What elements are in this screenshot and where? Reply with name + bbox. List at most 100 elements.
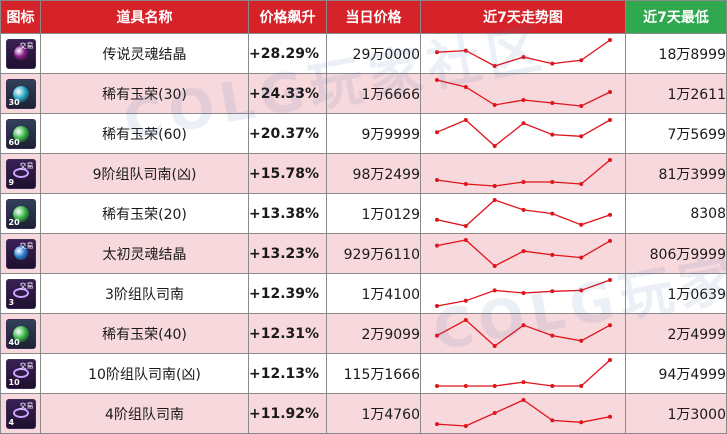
current-price: 2万9099 [326, 313, 421, 354]
seven-day-low: 806万9999 [625, 233, 727, 274]
trend-point [521, 380, 526, 385]
table-row: 交易 太初灵魂结晶 +13.23% 929万6110 806万9999 [0, 233, 727, 274]
icon-art [12, 287, 29, 298]
item-name: 稀有玉荣(40) [40, 313, 249, 354]
item-name: 稀有玉荣(20) [40, 193, 249, 234]
compass-icon: 10 交易 [5, 358, 36, 389]
icon-art [12, 205, 29, 222]
trend-point [608, 158, 612, 162]
price-rise: +24.33% [248, 73, 327, 114]
trend-point [521, 249, 526, 254]
trend-point [550, 418, 555, 423]
header-rise: 价格飙升 [248, 0, 327, 34]
trend-sparkline [435, 198, 612, 228]
header-low: 近7天最低 [625, 0, 727, 34]
trend-point [435, 333, 439, 338]
trend-point [435, 50, 439, 55]
trend-point [608, 238, 612, 243]
trend-point [521, 55, 526, 60]
price-rise: +28.29% [248, 33, 327, 74]
item-icon-cell: 9 交易 [0, 153, 41, 194]
icon-art [12, 407, 29, 418]
trend-point [492, 384, 497, 388]
trend-point [492, 198, 497, 202]
trend-point [492, 344, 497, 348]
header-trend: 近7天走势图 [420, 0, 626, 34]
trend-point [521, 121, 526, 126]
header-row: 图标 道具名称 价格飙升 当日价格 近7天走势图 近7天最低 [0, 0, 727, 34]
price-rise: +12.31% [248, 313, 327, 354]
trend-point [550, 333, 555, 338]
trend-point [521, 207, 526, 212]
trend-sparkline [435, 38, 612, 68]
trend-point [521, 291, 526, 295]
item-name: 太初灵魂结晶 [40, 233, 249, 274]
trend-point [463, 85, 468, 89]
item-name: 10阶组队司南(凶) [40, 353, 249, 394]
table-row: 30 稀有玉荣(30) +24.33% 1万6666 1万2611 [0, 73, 727, 114]
icon-number: 40 [8, 337, 20, 347]
trend-sparkline [435, 398, 612, 428]
trend-line [436, 39, 611, 67]
item-icon-cell: 交易 [0, 33, 41, 74]
soul-crystal-icon: 交易 [5, 238, 36, 269]
trend-point [492, 103, 497, 107]
trend-point [463, 298, 468, 303]
table-row: 60 稀有玉荣(60) +20.37% 9万9999 7万5699 [0, 113, 727, 154]
trend-sparkline [435, 358, 612, 388]
trend-point [550, 61, 555, 66]
icon-trade-tag: 交易 [19, 41, 34, 50]
trend-point [463, 424, 468, 428]
trend-point [608, 118, 612, 122]
trend-point [550, 180, 555, 184]
icon-trade-tag: 交易 [19, 401, 34, 410]
trend-chart-cell [420, 33, 626, 74]
item-icon-cell: 60 [0, 113, 41, 154]
trend-point [492, 288, 497, 293]
item-icon-cell: 交易 [0, 233, 41, 274]
current-price: 929万6110 [326, 233, 421, 274]
trend-point [463, 224, 468, 228]
trend-chart-cell [420, 313, 626, 354]
icon-number: 10 [8, 377, 20, 387]
current-price: 98万2499 [326, 153, 421, 194]
item-name: 稀有玉荣(30) [40, 73, 249, 114]
trend-point [608, 212, 612, 217]
trend-line [436, 399, 611, 427]
trend-chart-cell [420, 353, 626, 394]
trend-point [608, 358, 612, 362]
trend-point [579, 384, 584, 388]
current-price: 9万9999 [326, 113, 421, 154]
trend-point [550, 211, 555, 216]
trend-point [521, 323, 526, 328]
icon-trade-tag: 交易 [19, 361, 34, 370]
trend-point [521, 180, 526, 184]
trend-point [579, 222, 584, 227]
trend-point [435, 78, 439, 82]
price-rise: +15.78% [248, 153, 327, 194]
trend-point [550, 252, 555, 257]
trend-sparkline [435, 318, 612, 348]
trend-point [492, 184, 497, 188]
trend-point [492, 144, 497, 148]
trend-point [463, 118, 468, 122]
icon-art [13, 45, 28, 60]
icon-trade-tag: 交易 [19, 241, 34, 250]
trend-sparkline [435, 278, 612, 308]
header-icon: 图标 [0, 0, 41, 34]
icon-trade-tag: 交易 [19, 161, 34, 170]
trend-sparkline [435, 238, 612, 268]
table-row: 9 交易 9阶组队司南(凶) +15.78% 98万2499 81万3999 [0, 153, 727, 194]
seven-day-low: 2万4999 [625, 313, 727, 354]
icon-art [12, 125, 29, 142]
icon-art [12, 85, 29, 102]
trend-point [550, 101, 555, 105]
item-name: 传说灵魂结晶 [40, 33, 249, 74]
trend-chart-cell [420, 73, 626, 114]
table-row: 20 稀有玉荣(20) +13.38% 1万0129 8308 [0, 193, 727, 234]
icon-number: 9 [8, 177, 15, 187]
price-rise: +13.38% [248, 193, 327, 234]
trend-point [550, 132, 555, 137]
trend-point [492, 411, 497, 415]
